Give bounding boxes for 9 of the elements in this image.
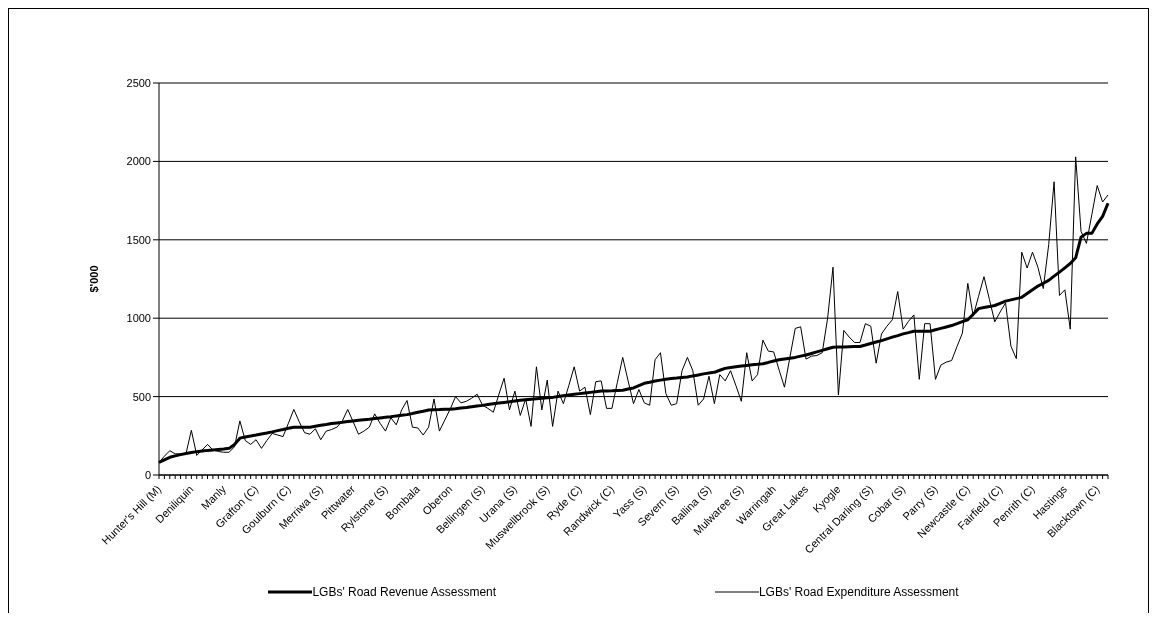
y-axis-title: $'000: [87, 265, 100, 293]
y-tick-label: 500: [132, 390, 151, 403]
legend-label: LGBs' Road Expenditure Assessment: [758, 585, 959, 599]
y-tick-label: 0: [144, 468, 151, 481]
y-tick-label: 2500: [126, 76, 151, 89]
y-tick-label: 2000: [126, 155, 151, 168]
y-tick-label: 1000: [126, 312, 151, 325]
legend-label: LGBs' Road Revenue Assessment: [312, 585, 497, 599]
y-tick-label: 1500: [126, 233, 151, 246]
